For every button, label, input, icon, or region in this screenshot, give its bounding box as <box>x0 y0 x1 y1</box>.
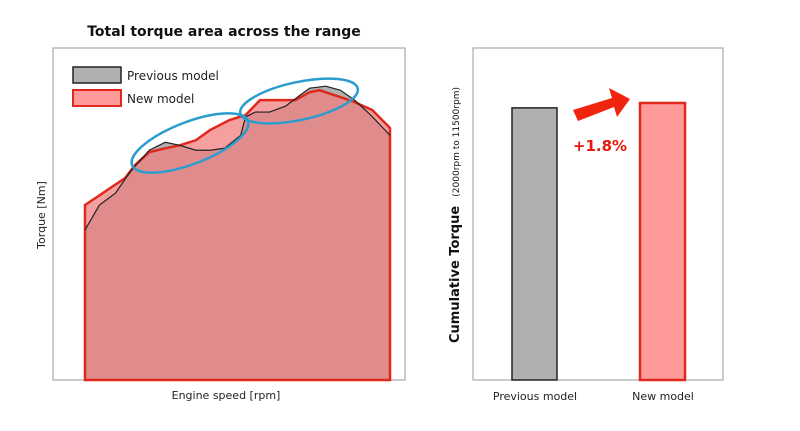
increase-annotation: +1.8% <box>573 137 627 155</box>
bar-previous-model <box>511 107 558 381</box>
chart-title: Total torque area across the range <box>87 24 361 40</box>
left-ylabel: Torque [Nm] <box>35 181 48 250</box>
right-ylabel-note: (2000rpm to 11500rpm) <box>452 87 462 197</box>
highlight-ellipse-2 <box>238 77 360 125</box>
legend-swatch-previous <box>72 66 122 84</box>
increase-arrow-icon <box>573 88 630 121</box>
legend-swatch-new <box>72 89 122 107</box>
bar-label-new: New model <box>632 390 694 403</box>
bar-label-previous: Previous model <box>493 390 577 403</box>
legend-label-new: New model <box>127 92 194 106</box>
bar-new-model <box>638 101 687 382</box>
left-xlabel: Engine speed [rpm] <box>172 389 281 402</box>
legend-label-previous: Previous model <box>127 69 219 83</box>
line-previous-model <box>84 85 391 231</box>
right-ylabel: Cumulative Torque (2000rpm to 11500rpm) <box>444 87 463 343</box>
right-ylabel-main: Cumulative Torque <box>448 206 463 343</box>
